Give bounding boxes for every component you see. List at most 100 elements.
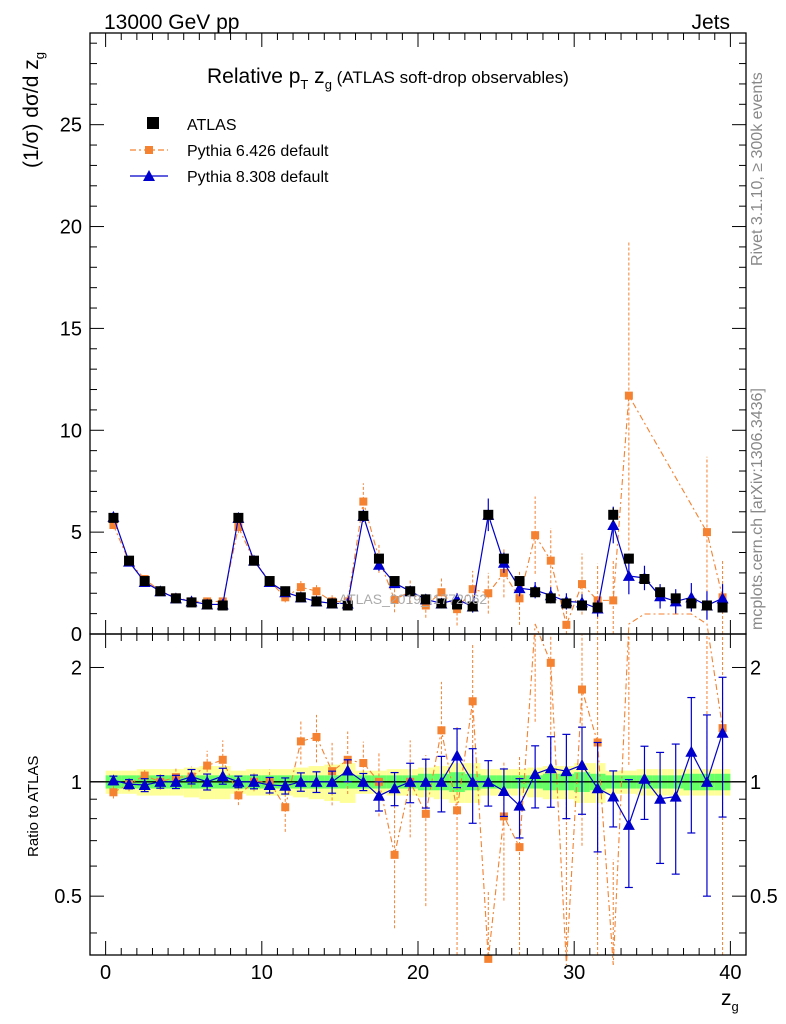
pythia8-ratio-point	[123, 778, 136, 790]
pythia6-point	[515, 594, 524, 603]
pythia8-ratio-point	[138, 779, 151, 791]
pythia6-point	[484, 589, 493, 598]
atlas-point	[342, 600, 353, 611]
legend-marker-pythia8	[143, 170, 155, 181]
pythia6-ratio-point	[109, 788, 118, 797]
pythia8-ratio-point	[700, 775, 713, 787]
atlas-point	[358, 510, 369, 521]
legend-marker-pythia6	[145, 146, 153, 154]
atlas-point	[139, 576, 150, 587]
pythia6-point	[421, 601, 430, 610]
pythia8-ratio-point	[466, 775, 479, 787]
pythia8-ratio-point	[529, 767, 542, 779]
legend-label-atlas: ATLAS	[187, 117, 237, 134]
pythia8-ratio-point	[669, 790, 682, 802]
pythia8-ratio-point	[419, 775, 432, 787]
pythia8-ratio-point	[482, 775, 495, 787]
pythia6-point	[281, 593, 290, 602]
pythia8-ratio-point	[279, 779, 292, 791]
atlas-point	[530, 587, 541, 598]
chart-title: Relative pT zg (ATLAS soft-drop observab…	[207, 65, 569, 92]
pythia6-point	[312, 587, 321, 596]
pythia8-ratio-point	[216, 770, 229, 782]
pythia6-point	[109, 521, 118, 530]
atlas-point	[592, 602, 603, 613]
legend-label-pythia6: Pythia 6.426 default	[187, 143, 329, 160]
mcplots-label: mcplots.cern.ch [arXiv:1306.3436]	[749, 388, 766, 630]
pythia6-ratio-point	[203, 761, 212, 770]
atlas-point	[670, 593, 681, 604]
pythia8-point	[622, 569, 635, 581]
analysis-watermark: ATLAS_2019_I1772062	[339, 591, 488, 607]
legend: ATLAS Pythia 6.426 default Pythia 8.308 …	[130, 117, 329, 186]
pythia6-ratio-point	[468, 697, 477, 706]
pythia6-ratio-point	[281, 803, 290, 812]
pythia8-ratio-point	[357, 775, 370, 787]
pythia6-point	[234, 523, 243, 532]
atlas-point	[389, 576, 400, 587]
ratio-y-tick-label-right: 0.5	[750, 886, 778, 908]
pythia6-ratio-point	[515, 843, 524, 852]
pythia6-point	[546, 556, 555, 565]
atlas-point	[155, 586, 166, 597]
pythia8-ratio-point	[544, 762, 557, 774]
pythia8-ratio-point	[326, 775, 339, 787]
ratio-panel: 0 10 20 30 40 0.5 0.5 1 1 2 2	[54, 613, 778, 984]
pythia6-point	[578, 580, 586, 589]
pythia8-ratio-line	[113, 732, 724, 827]
atlas-point	[577, 600, 587, 611]
atlas-point	[217, 600, 228, 611]
pythia8-ratio-point	[638, 772, 651, 784]
atlas-point	[514, 576, 525, 587]
pythia6-ratio-point	[453, 806, 462, 815]
pythia6-ratio-point	[234, 791, 243, 800]
atlas-point	[436, 598, 447, 609]
atlas-point	[561, 598, 572, 609]
pythia8-ratio-point	[310, 775, 323, 787]
ratio-y-label: Ratio to ATLAS	[25, 756, 42, 857]
atlas-point	[295, 592, 306, 603]
y-tick-label: 5	[71, 522, 82, 544]
atlas-point	[639, 573, 650, 584]
legend-marker-atlas	[147, 117, 159, 129]
pythia8-ratio-point	[591, 782, 604, 794]
pythia6-point	[562, 620, 571, 629]
atlas-point	[233, 512, 244, 523]
pythia6-point	[437, 588, 446, 597]
x-tick-label: 30	[563, 962, 585, 984]
pythia8-ratio-point	[654, 792, 667, 804]
x-axis-label: zg	[721, 987, 739, 1014]
header-energy: 13000 GeV pp	[104, 11, 239, 34]
pythia8-ratio-point	[185, 770, 198, 782]
atlas-point	[405, 586, 416, 597]
ratio-y-tick-label-left: 1	[71, 772, 82, 794]
atlas-point	[108, 512, 119, 523]
pythia6-ratio-point	[390, 850, 399, 859]
y-tick-label: 25	[60, 115, 82, 137]
pythia8-ratio-point	[451, 749, 464, 761]
title-sub-t: T	[300, 77, 308, 92]
y-tick-label: 0	[71, 624, 82, 646]
pythia8-ratio-point	[201, 775, 214, 787]
x-tick-label: 10	[251, 962, 273, 984]
header-jets: Jets	[691, 11, 730, 34]
atlas-point	[420, 594, 431, 605]
atlas-point	[452, 599, 463, 610]
atlas-point	[311, 596, 322, 607]
atlas-point	[264, 576, 275, 587]
pythia8-ratio-point	[513, 799, 526, 811]
pythia8-ratio-point	[388, 782, 401, 794]
atlas-point	[623, 553, 634, 564]
main-y-label-sub: g	[32, 52, 47, 59]
y-tick-label: 20	[60, 217, 82, 239]
legend-label-pythia8: Pythia 8.308 default	[187, 169, 329, 186]
atlas-point	[280, 586, 291, 597]
ratio-y-tick-label-right: 1	[750, 772, 761, 794]
pythia6-ratio-point	[421, 809, 430, 818]
rivet-label: Rivet 3.1.10, ≥ 300k events	[749, 72, 766, 266]
atlas-point	[249, 555, 259, 566]
pythia6-point	[531, 531, 540, 540]
atlas-point	[717, 602, 728, 613]
pythia6-point	[359, 497, 368, 506]
